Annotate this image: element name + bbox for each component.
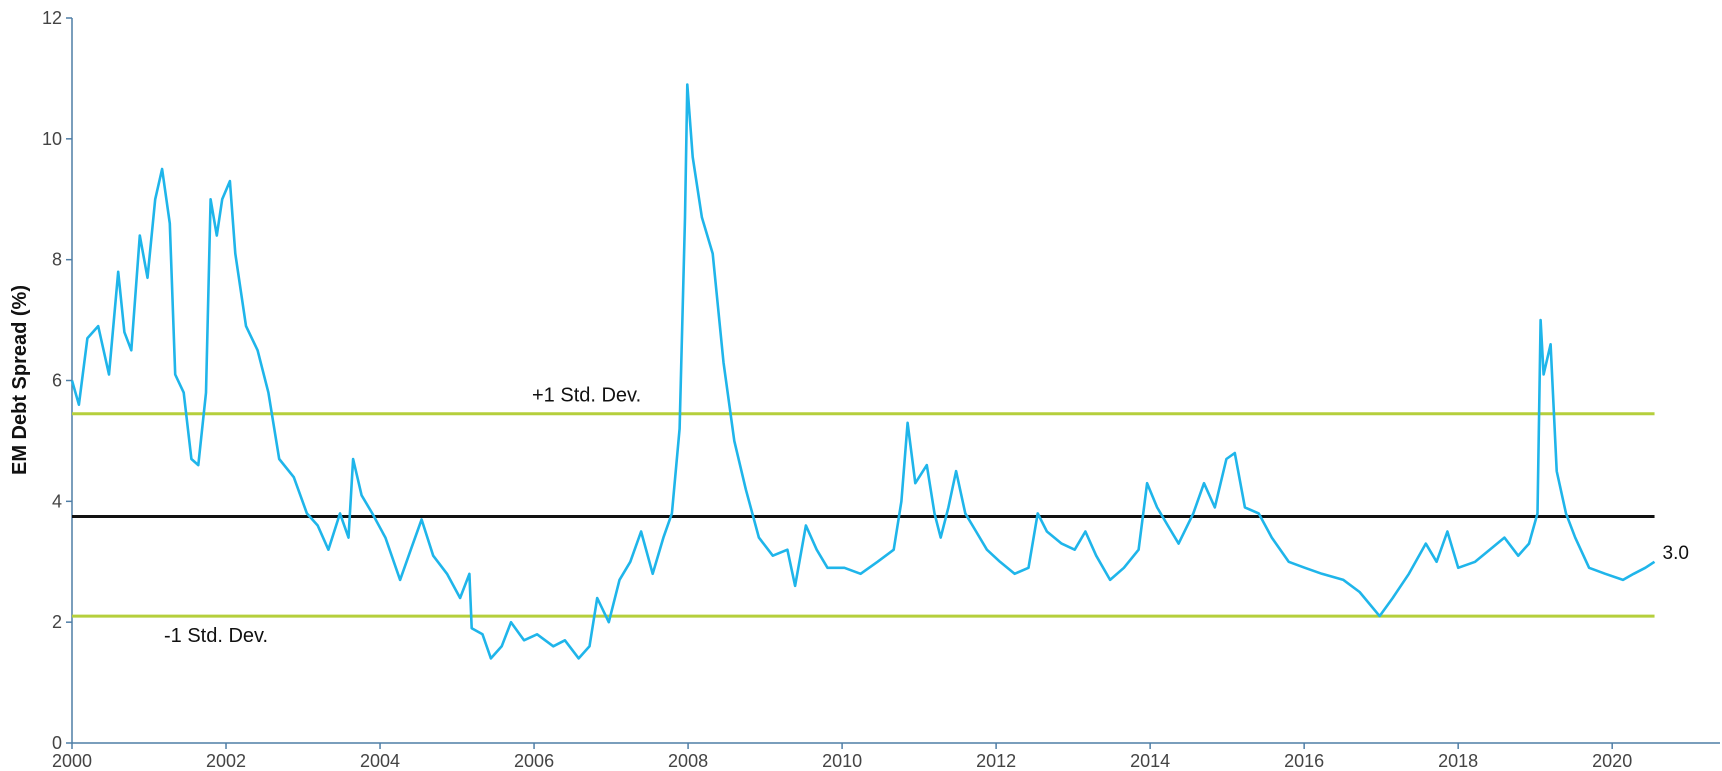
x-tick-label: 2000 [52, 751, 92, 771]
y-tick-label: 8 [52, 250, 62, 270]
reference-label: -1 Std. Dev. [164, 625, 268, 647]
x-tick-label: 2006 [514, 751, 554, 771]
y-tick-label: 6 [52, 371, 62, 391]
x-tick-label: 2016 [1284, 751, 1324, 771]
x-tick-label: 2002 [206, 751, 246, 771]
y-tick-label: 2 [52, 612, 62, 632]
y-tick-label: 0 [52, 733, 62, 753]
reference-label: +1 Std. Dev. [532, 385, 641, 407]
x-tick-label: 2004 [360, 751, 400, 771]
x-tick-label: 2014 [1130, 751, 1170, 771]
x-tick-label: 2018 [1438, 751, 1478, 771]
x-tick-label: 2010 [822, 751, 862, 771]
value-label: 3.0 [1663, 543, 1689, 564]
x-tick-label: 2020 [1592, 751, 1632, 771]
y-tick-label: 12 [42, 8, 62, 28]
data-line [70, 83, 1656, 660]
x-tick-label: 2008 [668, 751, 708, 771]
y-axis-label: EM Debt Spread (%) [9, 285, 31, 475]
y-tick-label: 10 [42, 129, 62, 149]
x-tick-label: 2012 [976, 751, 1016, 771]
y-tick-label: 4 [52, 491, 62, 511]
